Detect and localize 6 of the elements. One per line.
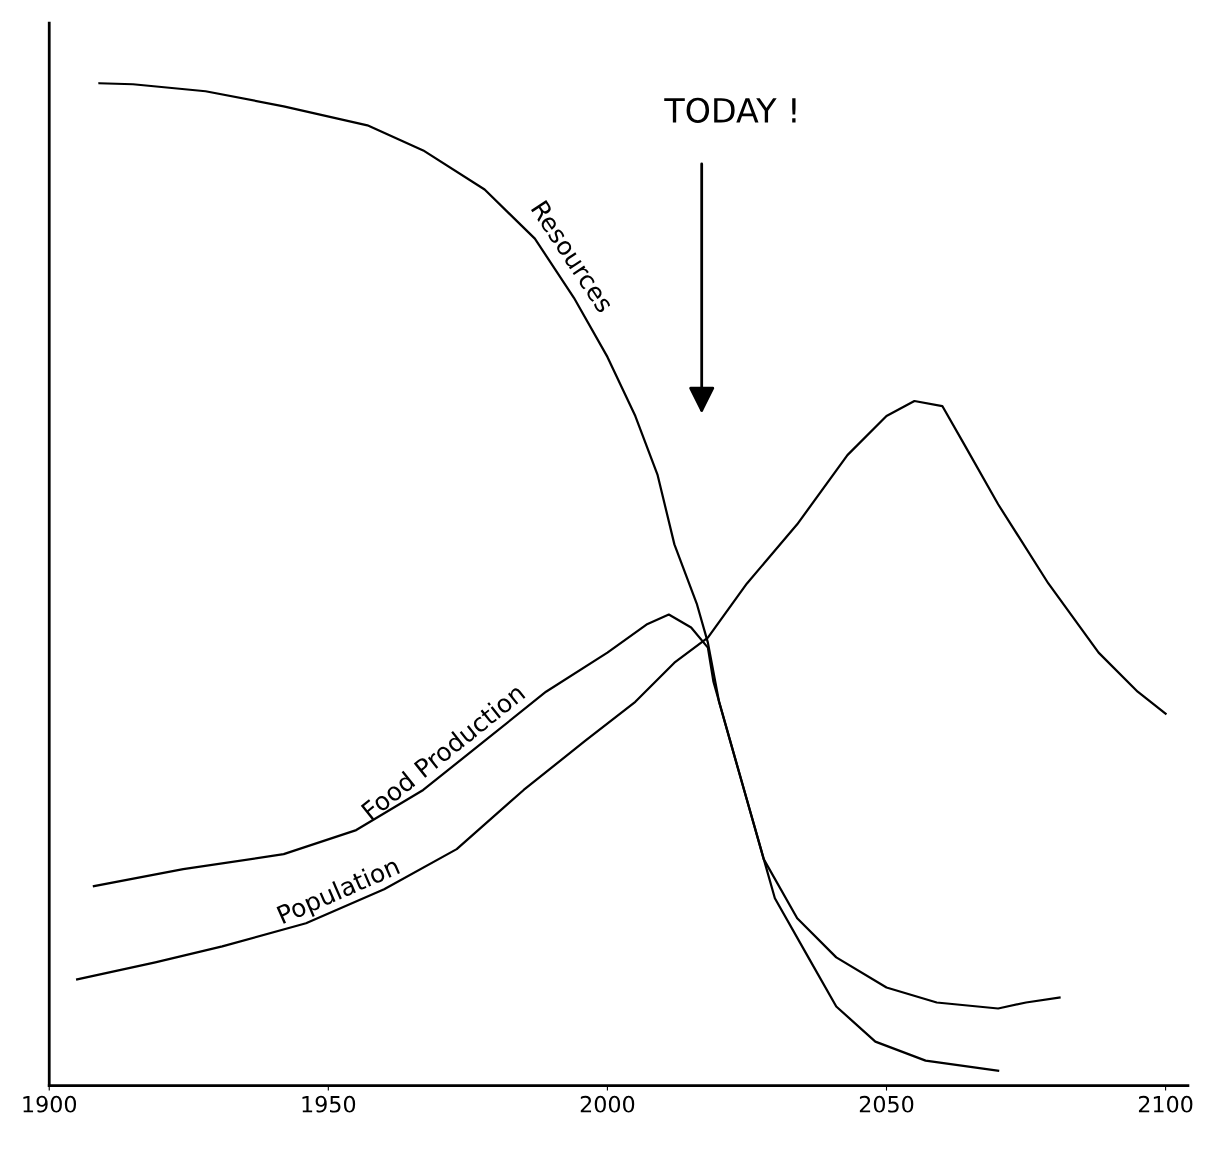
x-tick-label: 1900 xyxy=(23,1095,77,1113)
annotation: TODAY ! xyxy=(664,97,796,123)
x-tick-label: 2050 xyxy=(859,1095,914,1113)
x-tick-label: 2000 xyxy=(580,1095,635,1113)
x-tick-label: 1950 xyxy=(302,1095,356,1113)
x-tick-label: 2100 xyxy=(1138,1095,1193,1113)
